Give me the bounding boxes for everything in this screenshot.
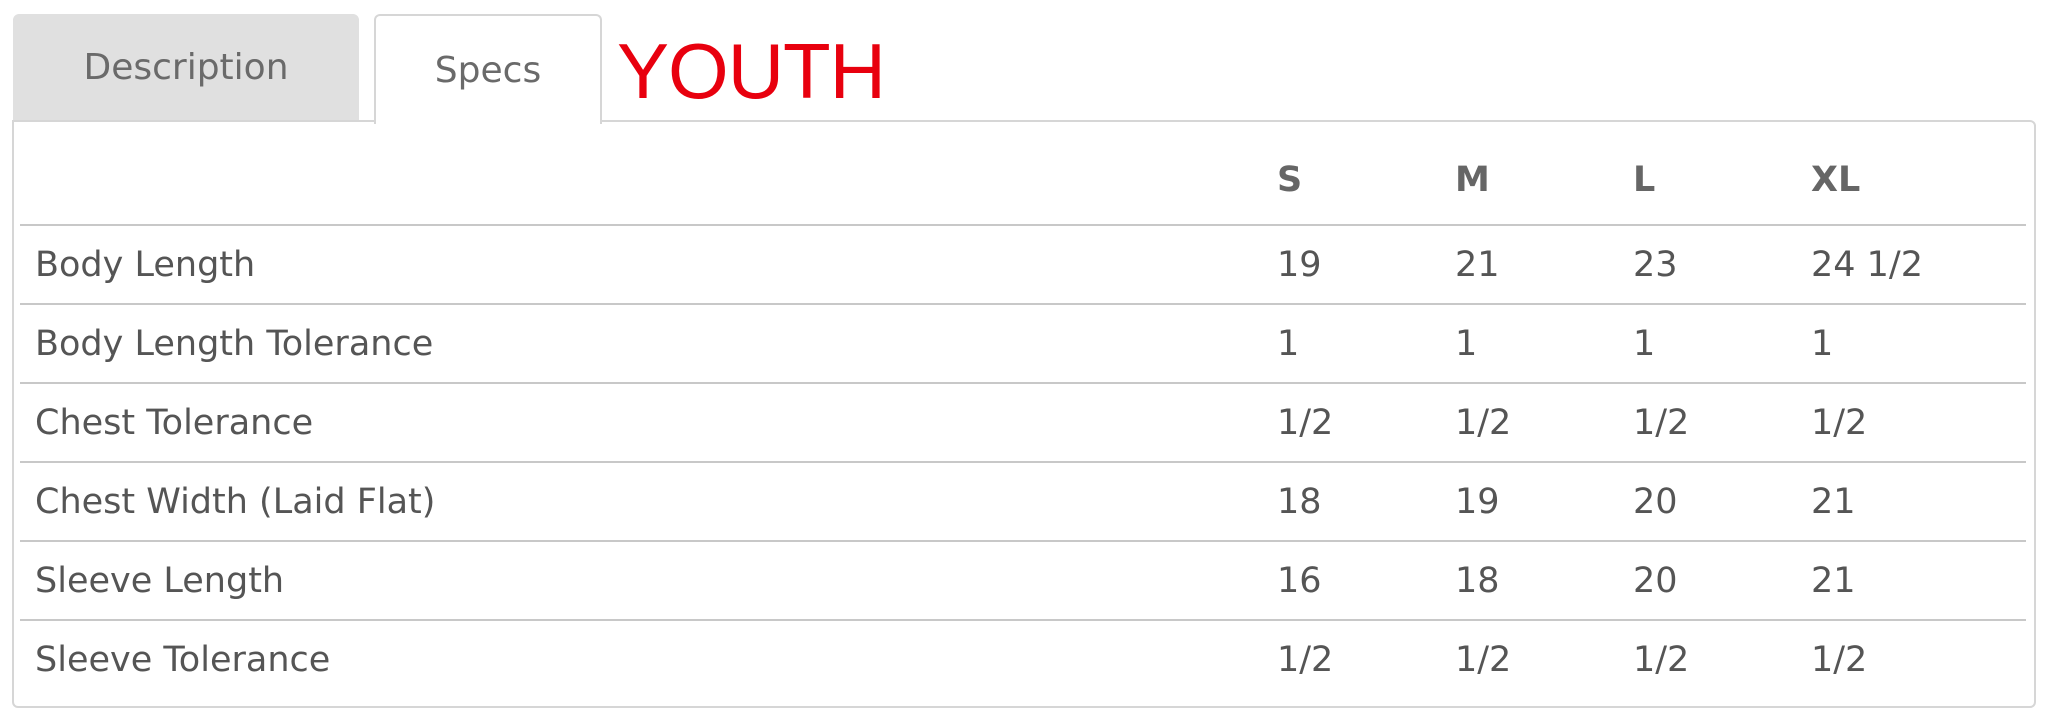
size-value-cell: 1/2: [1262, 619, 1440, 698]
row-label: Sleeve Length: [20, 540, 1262, 620]
size-value-cell: 1/2: [1796, 382, 2026, 462]
table-row: Sleeve Length 16 18 20 21: [20, 540, 2026, 620]
size-value-cell: 1/2: [1440, 619, 1618, 698]
column-header-label: [20, 122, 1262, 225]
size-value-cell: 1/2: [1796, 619, 2026, 698]
size-value-cell: 21: [1796, 461, 2026, 541]
size-value-cell: 18: [1262, 461, 1440, 541]
row-label: Sleeve Tolerance: [20, 619, 1262, 698]
size-value-cell: 1: [1440, 303, 1618, 383]
table-row: Chest Width (Laid Flat) 18 19 20 21: [20, 461, 2026, 541]
size-value-cell: 18: [1440, 540, 1618, 620]
row-label: Chest Width (Laid Flat): [20, 461, 1262, 541]
row-label: Body Length Tolerance: [20, 303, 1262, 383]
size-value-cell: 21: [1440, 224, 1618, 304]
size-value-cell: 24 1/2: [1796, 224, 2026, 304]
size-value-cell: 21: [1796, 540, 2026, 620]
tab-specs-label: Specs: [434, 49, 542, 91]
size-value-cell: 1: [1262, 303, 1440, 383]
size-value-cell: 1/2: [1618, 382, 1796, 462]
table-row: Body Length 19 21 23 24 1/2: [20, 224, 2026, 304]
size-value-cell: 19: [1262, 224, 1440, 304]
tab-specs[interactable]: Specs: [374, 14, 602, 124]
size-value-cell: 16: [1262, 540, 1440, 620]
column-header-m: M: [1455, 160, 1490, 200]
row-label: Chest Tolerance: [20, 382, 1262, 462]
size-value-cell: 1/2: [1262, 382, 1440, 462]
tab-description[interactable]: Description: [13, 14, 359, 120]
table-row: Sleeve Tolerance 1/2 1/2 1/2 1/2: [20, 619, 2026, 698]
size-value-cell: 20: [1618, 540, 1796, 620]
size-value-cell: 19: [1440, 461, 1618, 541]
size-chart-table: S M L XL Body Length 19 21 23 24 1/2 Body Len…: [20, 122, 2026, 698]
column-header-xl: XL: [1811, 160, 1861, 200]
size-value-cell: 1/2: [1618, 619, 1796, 698]
size-value-cell: 23: [1618, 224, 1796, 304]
size-value-cell: 1: [1796, 303, 2026, 383]
size-value-cell: 1: [1618, 303, 1796, 383]
size-value-cell: 1/2: [1440, 382, 1618, 462]
column-header-l: L: [1633, 160, 1656, 200]
size-value-cell: 20: [1618, 461, 1796, 541]
specs-panel: S M L XL Body Length 19 21 23 24 1/2 Body Len…: [12, 120, 2036, 708]
youth-heading: YOUTH: [617, 27, 886, 115]
table-row: Chest Tolerance 1/2 1/2 1/2 1/2: [20, 382, 2026, 462]
row-label: Body Length: [20, 224, 1262, 304]
column-header-s: S: [1277, 160, 1303, 200]
table-row: Body Length Tolerance 1 1 1 1: [20, 303, 2026, 383]
table-header-row: S M L XL: [20, 122, 2026, 225]
tab-description-label: Description: [83, 46, 289, 88]
